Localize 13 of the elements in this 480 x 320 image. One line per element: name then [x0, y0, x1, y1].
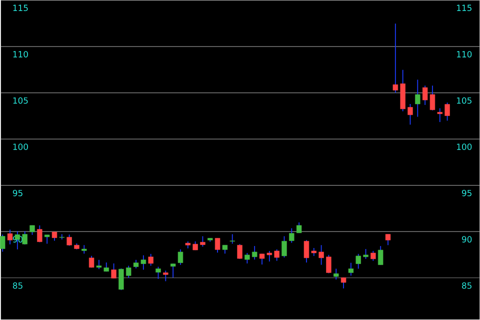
y2-tick-label: 90	[462, 236, 472, 243]
y2-tick-label: 85	[462, 282, 472, 290]
y-tick-label: 95	[12, 190, 22, 196]
y2-tick-label: 95	[462, 190, 472, 196]
y2-tick-label: 100	[457, 144, 472, 150]
y-tick-label: 105	[13, 98, 28, 104]
y2-tick-label: 115	[457, 5, 472, 12]
y-tick-label: 115	[13, 5, 28, 12]
y2-tick-label: 105	[457, 98, 472, 104]
y-tick-label: 85	[12, 282, 22, 290]
y-tick-label: 100	[13, 144, 28, 150]
y-tick-label: 110	[13, 51, 28, 58]
y2-tick-label: 110	[457, 51, 472, 58]
